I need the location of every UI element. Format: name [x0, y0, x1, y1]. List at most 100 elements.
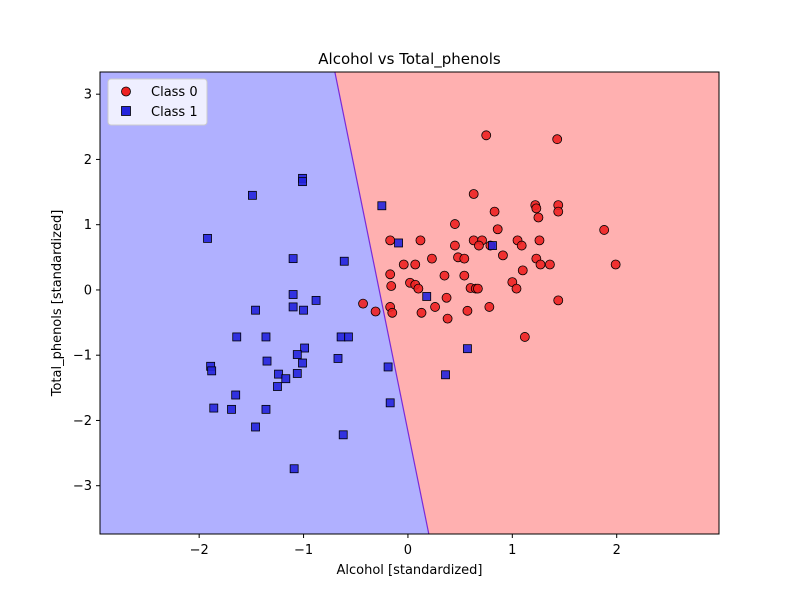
plot-area — [100, 72, 719, 534]
data-point-class-1-3 — [377, 201, 387, 211]
data-point-class-1-36 — [227, 404, 236, 414]
data-point-class-1-29 — [292, 369, 302, 378]
data-point-class-1-24 — [298, 358, 307, 368]
y-tick-label: 2 — [84, 153, 92, 168]
data-point-class-0-45 — [441, 292, 452, 303]
data-point-class-0-39 — [386, 281, 397, 291]
y-axis: −3 −2 −1 0 1 2 3 — [73, 88, 100, 494]
data-point-class-1-4 — [203, 233, 212, 243]
data-point-class-0-17 — [534, 235, 545, 246]
x-tick-label: 2 — [613, 543, 621, 558]
data-point-class-1-39 — [338, 430, 348, 440]
data-point-class-0-47 — [358, 298, 368, 309]
data-point-class-1-19 — [463, 344, 472, 354]
data-point-class-1-32 — [273, 382, 282, 391]
data-point-class-1-31 — [281, 374, 291, 384]
data-point-class-0-56 — [519, 332, 530, 342]
y-tick-label: −2 — [73, 414, 92, 429]
data-point-class-0-35 — [459, 270, 470, 281]
y-tick-label: 1 — [84, 218, 92, 233]
data-point-class-0-29 — [535, 259, 546, 270]
decision-boundary — [334, 72, 430, 534]
data-point-class-0-52 — [387, 307, 398, 318]
data-point-class-1-28 — [274, 369, 283, 379]
legend-marker-class-0 — [121, 86, 131, 97]
data-point-class-1-12 — [288, 302, 298, 312]
data-point-class-0-55 — [442, 313, 453, 324]
data-point-class-1-16 — [261, 332, 271, 342]
x-axis: −2 −1 0 1 2 — [190, 534, 621, 558]
legend-label-class-0: Class 0 — [151, 85, 198, 100]
data-point-class-1-20 — [300, 343, 309, 353]
data-point-class-1-33 — [231, 390, 241, 400]
data-point-class-1-34 — [385, 398, 395, 408]
data-point-class-0-0 — [481, 130, 492, 141]
y-tick-label: −1 — [73, 349, 92, 364]
data-point-class-1-37 — [261, 404, 271, 414]
data-point-class-1-18 — [344, 332, 353, 342]
data-point-class-0-6 — [489, 206, 500, 217]
data-point-class-0-33 — [385, 269, 396, 280]
data-point-class-1-21 — [292, 350, 302, 359]
data-point-class-0-27 — [398, 259, 409, 270]
x-tick-label: −2 — [190, 543, 209, 558]
data-point-class-0-34 — [439, 270, 450, 281]
data-point-class-0-19 — [474, 240, 484, 251]
legend: Class 0 Class 1 — [107, 78, 208, 126]
decision-region-class-1 — [100, 72, 429, 534]
data-point-class-0-30 — [544, 259, 555, 270]
data-point-class-0-50 — [484, 302, 495, 312]
data-point-class-1-15 — [232, 332, 242, 342]
data-point-class-0-32 — [517, 265, 528, 276]
data-point-class-1-17 — [336, 332, 346, 342]
data-point-class-1-6 — [488, 241, 497, 250]
data-point-class-0-46 — [553, 295, 564, 306]
data-point-class-0-13 — [415, 235, 426, 246]
chart-title: Alcohol vs Total_phenols — [318, 50, 501, 69]
data-point-class-1-30 — [441, 370, 450, 380]
data-point-class-1-5 — [394, 238, 403, 248]
data-point-class-1-25 — [383, 362, 393, 372]
data-point-class-0-53 — [416, 307, 427, 318]
legend-box — [107, 78, 208, 126]
data-point-class-0-5 — [531, 203, 542, 214]
data-point-class-1-11 — [311, 295, 321, 305]
data-point-class-0-28 — [410, 259, 421, 270]
x-tick-label: −1 — [294, 543, 313, 558]
data-point-class-0-40 — [413, 283, 424, 294]
y-axis-label: Total_phenols [standardized] — [50, 210, 65, 398]
data-point-class-0-51 — [370, 306, 381, 317]
data-point-class-0-8 — [533, 212, 544, 223]
data-point-class-1-2 — [248, 190, 257, 200]
data-point-class-0-54 — [462, 305, 473, 316]
scatter-points — [203, 130, 621, 474]
data-point-class-0-10 — [492, 224, 503, 235]
legend-marker-class-1 — [121, 106, 131, 116]
data-point-class-1-14 — [299, 305, 308, 315]
data-point-class-0-18 — [450, 240, 460, 251]
plot-frame — [99, 71, 720, 535]
x-tick-label: 1 — [508, 543, 516, 558]
y-tick-label: 3 — [84, 88, 92, 103]
data-point-class-1-8 — [339, 256, 349, 266]
data-point-class-0-31 — [610, 259, 621, 270]
data-point-class-0-2 — [468, 189, 479, 199]
data-point-class-1-23 — [262, 356, 272, 366]
data-point-class-0-11 — [599, 225, 610, 235]
data-point-class-0-49 — [430, 302, 440, 312]
data-point-class-1-27 — [207, 366, 217, 376]
data-point-class-1-38 — [251, 422, 260, 432]
data-point-class-1-7 — [288, 254, 298, 264]
legend-label-class-1: Class 1 — [151, 105, 198, 120]
data-point-class-0-21 — [516, 240, 527, 251]
data-point-class-1-22 — [333, 354, 343, 363]
data-point-class-0-9 — [450, 219, 460, 229]
data-point-class-0-44 — [472, 283, 483, 294]
data-point-class-0-25 — [427, 253, 437, 264]
data-point-class-1-35 — [209, 403, 219, 413]
data-point-class-0-24 — [459, 253, 470, 264]
data-point-class-0-22 — [498, 250, 508, 261]
data-point-class-1-10 — [422, 292, 432, 301]
x-axis-label: Alcohol [standardized] — [336, 563, 482, 578]
